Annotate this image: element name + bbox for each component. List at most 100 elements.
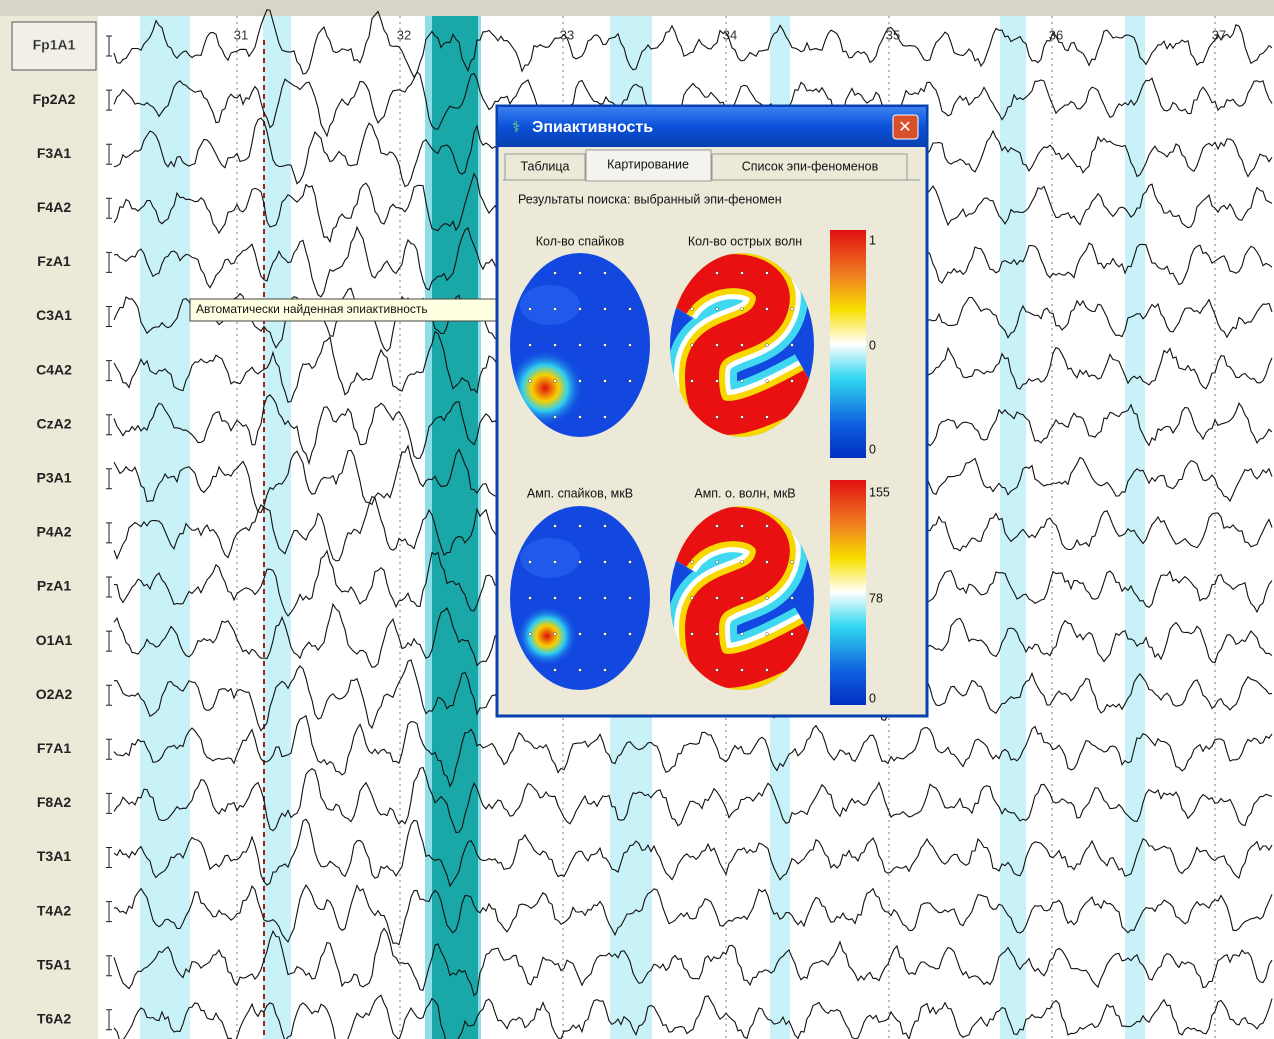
scale-label: 0	[869, 338, 876, 352]
electrode	[741, 272, 744, 275]
electrode	[791, 308, 794, 311]
channel-label[interactable]: T6A2	[37, 1011, 71, 1027]
electrode	[691, 308, 694, 311]
electrode	[579, 308, 582, 311]
app-icon: ⚕	[512, 119, 520, 136]
electrode	[629, 597, 632, 600]
electrode	[579, 597, 582, 600]
electrode	[554, 344, 557, 347]
close-icon[interactable]: ✕	[898, 119, 911, 136]
scale-label: 78	[869, 591, 883, 605]
channel-label[interactable]: C3A1	[36, 307, 72, 323]
electrode	[554, 272, 557, 275]
channel-label[interactable]: F3A1	[37, 145, 71, 161]
channel-label[interactable]: F8A2	[37, 794, 71, 810]
map-title: Амп. спайков, мкВ	[527, 486, 633, 500]
channel-label[interactable]: F7A1	[37, 740, 71, 756]
eeg-window: 31323334353637 Fp1A1Fp2A2F3A1F4A2FzA1C3A…	[0, 0, 1274, 1039]
electrode	[554, 597, 557, 600]
electrode	[554, 669, 557, 672]
electrode	[579, 669, 582, 672]
electrode	[791, 561, 794, 564]
electrode	[741, 380, 744, 383]
channel-label[interactable]: CzA2	[36, 415, 71, 431]
electrode	[766, 272, 769, 275]
electrode	[604, 633, 607, 636]
electrode	[741, 561, 744, 564]
electrode	[741, 416, 744, 419]
map-title: Кол-во острых волн	[688, 234, 802, 248]
channel-label[interactable]: P4A2	[36, 524, 71, 540]
electrode	[604, 525, 607, 528]
scale-label: 1	[869, 233, 876, 247]
electrode	[604, 308, 607, 311]
electrode	[529, 344, 532, 347]
time-mark: 32	[397, 27, 411, 42]
electrode	[691, 344, 694, 347]
electrode	[629, 308, 632, 311]
page: {"channels": ["Fp1A1", "Fp2A2", "F3A1", …	[0, 0, 1274, 1039]
scale-label: 155	[869, 485, 890, 499]
electrode	[716, 272, 719, 275]
electrode	[691, 380, 694, 383]
electrode	[604, 416, 607, 419]
electrode	[791, 597, 794, 600]
electrode	[716, 416, 719, 419]
electrode	[691, 597, 694, 600]
channel-label[interactable]: P3A1	[36, 470, 71, 486]
electrode	[741, 597, 744, 600]
electrode	[766, 525, 769, 528]
color-bar	[830, 230, 866, 458]
electrode	[629, 561, 632, 564]
channel-label[interactable]: Fp2A2	[33, 91, 76, 107]
electrode	[716, 380, 719, 383]
channel-label[interactable]: C4A2	[36, 361, 72, 377]
electrode	[604, 561, 607, 564]
electrode	[604, 380, 607, 383]
electrode	[766, 561, 769, 564]
tooltip-text: Автоматически найденная эпиактивность	[196, 302, 428, 316]
map-shade	[520, 285, 580, 325]
electrode	[766, 416, 769, 419]
electrode	[791, 633, 794, 636]
electrode	[554, 380, 557, 383]
channel-label[interactable]: T4A2	[37, 902, 71, 918]
channel-label[interactable]: T3A1	[37, 848, 71, 864]
tab-label[interactable]: Картирование	[607, 157, 689, 171]
subtitle: Результаты поиска: выбранный эпи-феномен	[518, 192, 782, 206]
time-mark: 33	[560, 27, 574, 42]
electrode	[554, 525, 557, 528]
electrode	[554, 561, 557, 564]
electrode	[604, 344, 607, 347]
channel-label[interactable]: Fp1A1	[33, 37, 76, 53]
electrode	[716, 669, 719, 672]
time-mark: 31	[234, 27, 248, 42]
channel-label[interactable]: T5A1	[37, 956, 71, 972]
electrode	[604, 669, 607, 672]
electrode	[579, 525, 582, 528]
electrode	[716, 344, 719, 347]
electrode	[791, 380, 794, 383]
electrode	[766, 633, 769, 636]
electrode	[579, 344, 582, 347]
color-bar	[830, 480, 866, 705]
electrode	[766, 380, 769, 383]
channel-label[interactable]: PzA1	[37, 578, 71, 594]
electrode	[741, 633, 744, 636]
electrode	[579, 633, 582, 636]
electrode	[554, 633, 557, 636]
electrode	[529, 633, 532, 636]
electrode	[579, 561, 582, 564]
channel-label[interactable]: F4A2	[37, 199, 71, 215]
electrode	[766, 597, 769, 600]
channel-label[interactable]: FzA1	[37, 253, 71, 269]
electrode	[741, 344, 744, 347]
channel-label[interactable]: O1A1	[36, 632, 73, 648]
tab-label[interactable]: Таблица	[520, 159, 569, 173]
tab-label[interactable]: Список эпи-феноменов	[742, 159, 879, 173]
electrode	[529, 597, 532, 600]
electrode	[766, 344, 769, 347]
channel-label[interactable]: O2A2	[36, 686, 73, 702]
electrode	[691, 561, 694, 564]
time-mark: 37	[1212, 27, 1226, 42]
